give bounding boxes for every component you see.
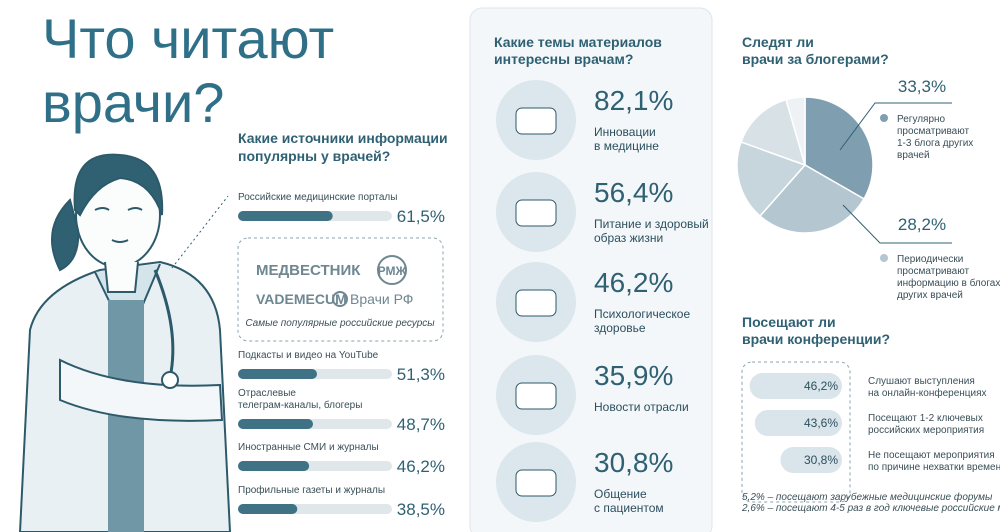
topic-label: Инновации (594, 125, 656, 139)
slice-label: Периодически (897, 254, 963, 265)
pie-slice (758, 164, 865, 234)
bar (238, 461, 310, 471)
topic-label: Общение (594, 487, 647, 501)
topic-label: здоровье (594, 321, 646, 335)
logo: VADEMECUM (256, 291, 347, 307)
topic-icon-detail (515, 199, 557, 227)
logo: Врачи РФ (350, 291, 413, 307)
section-heading: Посещают ли (742, 314, 836, 330)
topic-icon-detail (515, 107, 557, 135)
bar (238, 419, 313, 429)
topic-value-label: 46,2% (594, 267, 673, 298)
source-label: Отраслевые (238, 388, 296, 399)
conference-label: по причине нехватки времени (868, 462, 1000, 473)
topics-panel (469, 7, 713, 532)
topic-icon-detail (515, 382, 557, 410)
bar-value-label: 51,3% (397, 365, 445, 384)
conference-label: российских мероприятия (868, 425, 984, 436)
pill (780, 447, 842, 473)
topic-label: образ жизни (594, 231, 663, 245)
bar-value-label: 46,2% (397, 457, 445, 476)
source-label: телеграм-каналы, блогеры (238, 399, 362, 411)
slice-label: просматривают (897, 266, 970, 277)
section-heading: Следят ли (742, 34, 814, 50)
topic-value-label: 82,1% (594, 85, 673, 116)
pie-slice (785, 96, 806, 166)
conference-label: Не посещают мероприятия (868, 450, 995, 461)
section-heading: врачи за блогерами? (742, 51, 889, 67)
topic-value-label: 35,9% (594, 360, 673, 391)
pill-value-label: 46,2% (804, 379, 838, 393)
section-heading: врачи конференции? (742, 331, 890, 347)
bar-value-label: 38,5% (397, 500, 445, 519)
slice-label: 1-3 блога других (897, 137, 973, 149)
logo-mark (332, 291, 348, 307)
resources-caption: Самые популярные российские ресурсы (245, 318, 435, 329)
bar-value-label: 48,7% (397, 415, 445, 434)
footnote: 5,2% – посещают зарубежные медицинские ф… (742, 491, 993, 503)
topic-label: Питание и здоровый (594, 217, 709, 231)
conference-label: Слушают выступления (868, 376, 975, 387)
pill-value-label: 30,8% (804, 453, 838, 467)
bar-value-label: 61,5% (397, 207, 445, 226)
logo: РМЖ (378, 264, 407, 278)
pie-slice (804, 96, 874, 200)
slice-label: информацию в блогах (897, 277, 1000, 289)
section-heading: интересны врачам? (494, 51, 633, 67)
bar (238, 504, 298, 514)
topic-icon-detail (515, 289, 557, 317)
logo: МЕДВЕСТНИК (256, 262, 361, 279)
slice-label: других врачей (897, 290, 963, 301)
legend-swatch (880, 254, 888, 262)
slice-value-label: 33,3% (898, 77, 946, 96)
pill (749, 373, 842, 399)
logo-mark (377, 255, 407, 285)
source-label: Подкасты и видео на YouTube (238, 350, 379, 361)
bar (238, 369, 318, 379)
conference-label: Посещают 1-2 ключевых (868, 413, 983, 424)
footnote: 2,6% – посещают 4-5 раз в год ключевые р… (741, 503, 1000, 514)
section-heading: Какие темы материалов (494, 34, 662, 50)
source-label: Иностранные СМИ и журналы (238, 442, 379, 453)
source-label: Профильные газеты и журналы (238, 484, 385, 496)
slice-label: Регулярно (897, 114, 946, 125)
leader-line (839, 102, 952, 151)
conferences-box (741, 361, 851, 503)
source-label: Российские медицинские порталы (238, 192, 397, 203)
topic-label: Психологическое (594, 307, 690, 321)
section-heading: популярны у врачей? (238, 148, 390, 164)
page-title: Что читают (42, 7, 334, 70)
resources-box (237, 237, 444, 342)
leader-line (842, 204, 952, 244)
topic-label: Новости отрасли (594, 400, 689, 414)
bar (238, 211, 333, 221)
slice-value-label: 28,2% (898, 215, 946, 234)
topic-label: с пациентом (594, 501, 664, 515)
conference-label: на онлайн-конференциях (868, 387, 987, 399)
topic-label: в медицине (594, 139, 659, 153)
topic-icon-detail (515, 469, 557, 497)
slice-label: просматривают (897, 126, 970, 137)
pill (754, 410, 842, 436)
topic-value-label: 30,8% (594, 447, 673, 478)
legend-swatch (880, 114, 888, 122)
pill-value-label: 43,6% (804, 416, 838, 430)
slice-label: врачей (897, 150, 930, 161)
topic-value-label: 56,4% (594, 177, 673, 208)
pie-slice (736, 141, 807, 218)
leader-line (171, 195, 229, 269)
page-title: врачи? (42, 71, 224, 134)
section-heading: Какие источники информации (238, 130, 448, 146)
doctor-illustration (18, 153, 232, 532)
pie-slice (740, 98, 807, 167)
